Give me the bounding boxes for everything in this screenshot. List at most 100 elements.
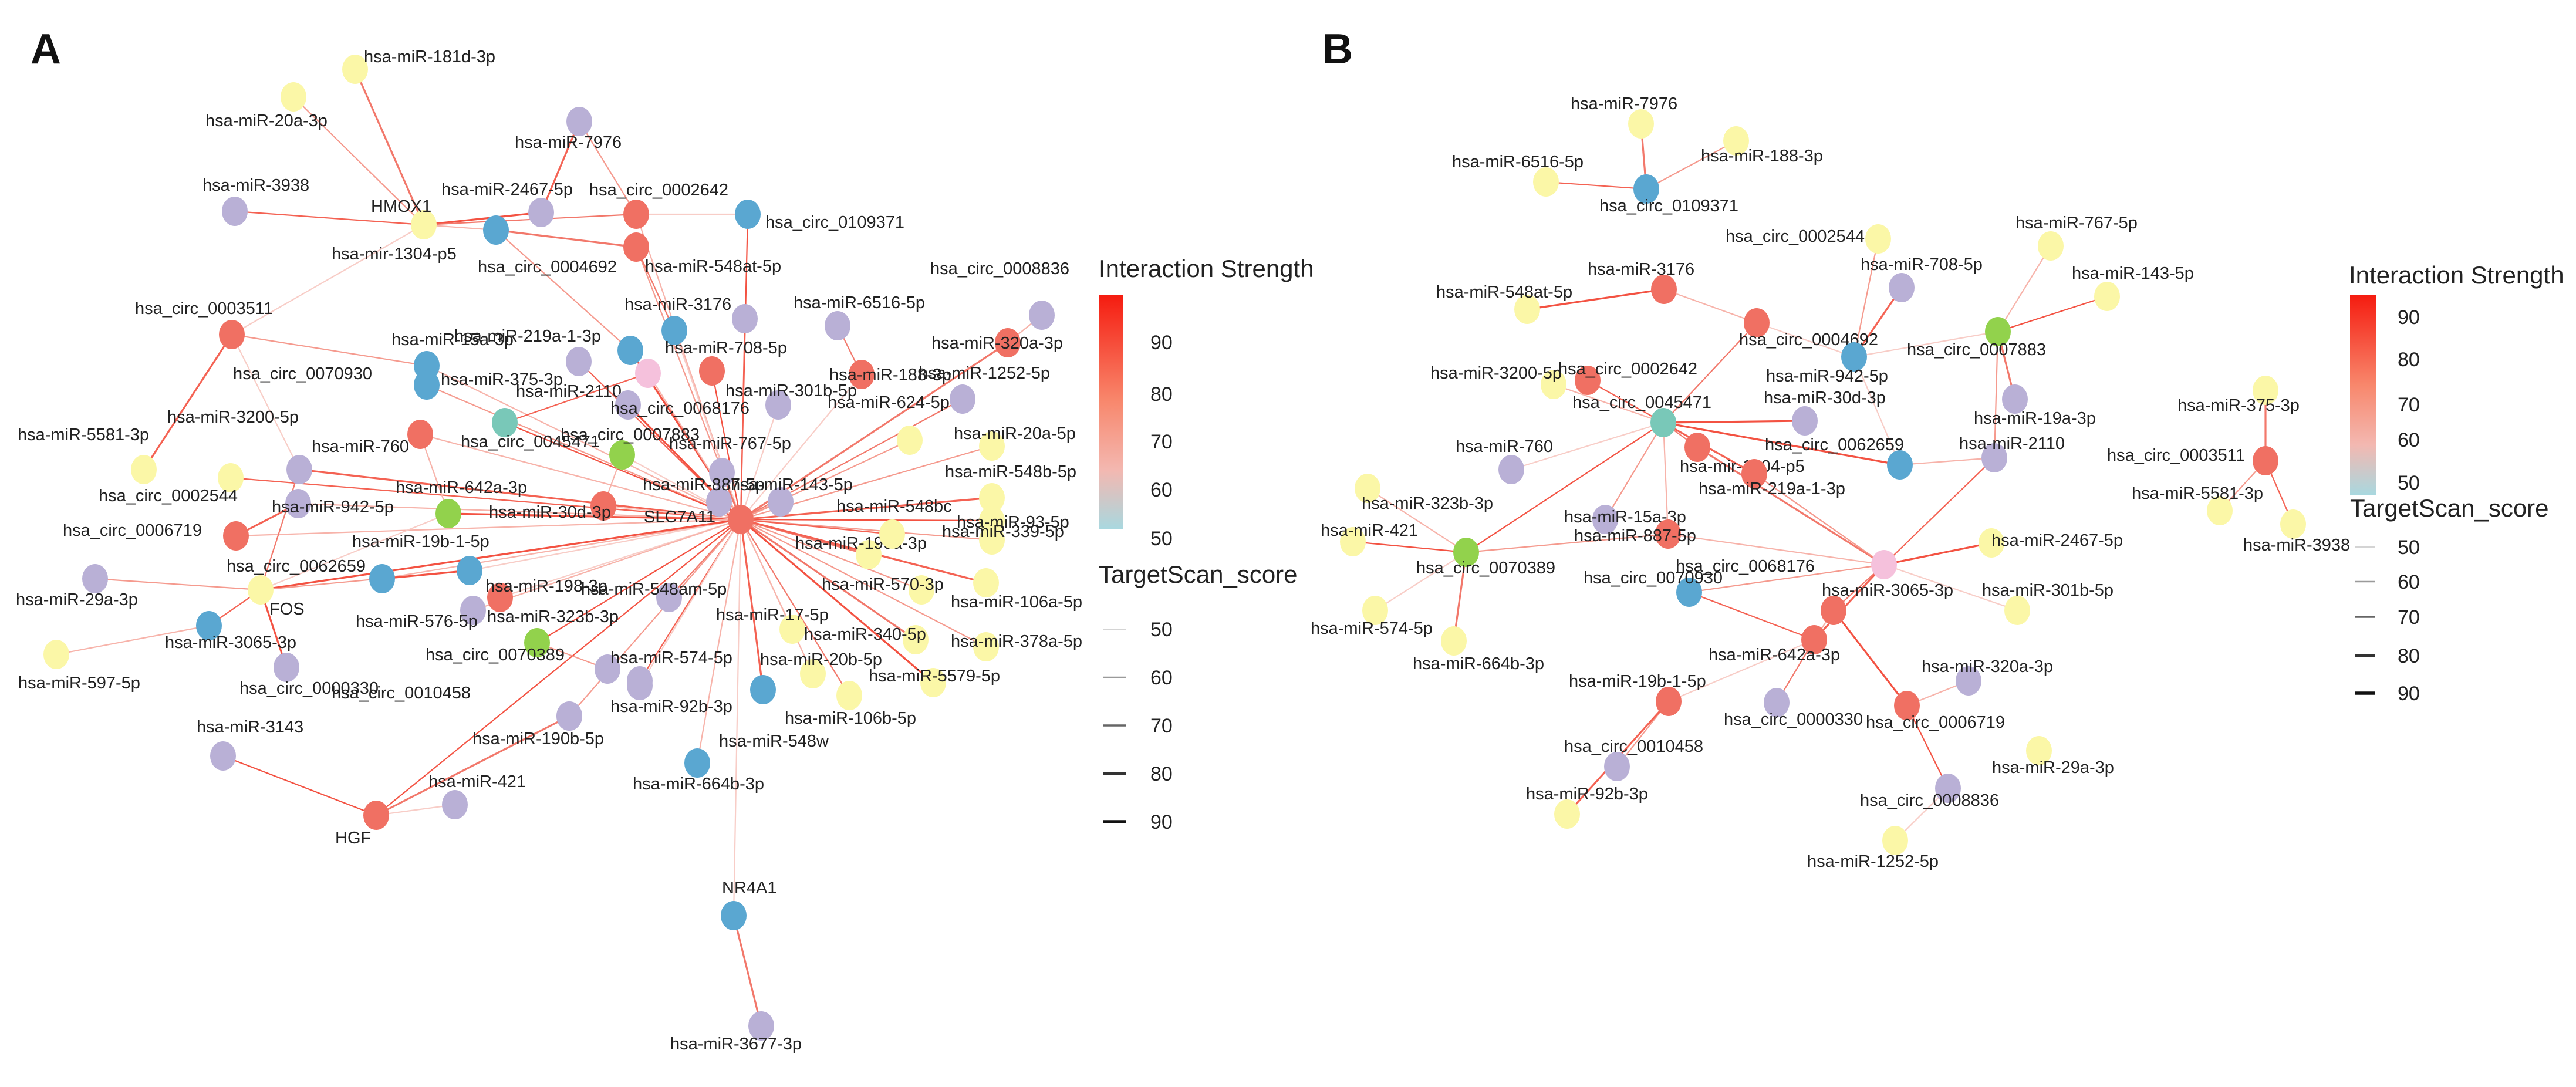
network-node: hsa-miR-20a-5p bbox=[954, 424, 1076, 461]
node-marker bbox=[979, 431, 1005, 461]
node-label: hsa-miR-6516-5p bbox=[1452, 153, 1584, 171]
network-node: hsa-miR-181d-3p bbox=[342, 48, 495, 84]
network-node: hsa-miR-188-3p bbox=[829, 360, 951, 389]
node-label: hsa-miR-708-5p bbox=[665, 339, 787, 357]
node-label: hsa-miR-143-5p bbox=[2072, 264, 2194, 283]
node-label: hsa-miR-3677-3p bbox=[670, 1035, 802, 1054]
network-edge bbox=[1605, 422, 1664, 520]
legend-b-width-tick: 60 bbox=[2398, 571, 2420, 593]
node-marker bbox=[973, 568, 999, 597]
node-label: hsa-miR-20a-5p bbox=[954, 424, 1076, 443]
network-node: hsa-miR-375-3p bbox=[441, 347, 592, 389]
node-label: hsa-miR-190b-5p bbox=[472, 730, 604, 748]
network-edge bbox=[504, 421, 741, 521]
node-label: hsa-miR-760 bbox=[312, 437, 409, 456]
legend-b-width-tick: 90 bbox=[2398, 683, 2420, 705]
node-marker bbox=[1889, 273, 1915, 302]
panel-letter-a: A bbox=[31, 26, 61, 73]
node-label: hsa_circ_0045471 bbox=[461, 433, 600, 451]
node-marker bbox=[1453, 538, 1479, 567]
network-node: hsa_circ_0045471 bbox=[461, 408, 600, 451]
network-edge bbox=[293, 96, 424, 225]
node-label: hsa-miR-642a-3p bbox=[396, 478, 527, 497]
node-label: hsa-miR-3143 bbox=[197, 718, 303, 737]
node-marker bbox=[615, 390, 641, 420]
node-marker bbox=[457, 556, 482, 585]
network-node: hsa_circ_0008836 bbox=[1860, 774, 1999, 810]
legend-a-width-tick: 60 bbox=[1150, 667, 1173, 689]
legend-b-gradient-tick: 70 bbox=[2398, 394, 2420, 416]
network-node: hsa-miR-29a-3p bbox=[16, 564, 138, 609]
node-marker bbox=[1894, 691, 1920, 720]
legend-a-gradient-bar bbox=[1099, 295, 1123, 529]
node-marker bbox=[369, 564, 395, 593]
network-edge bbox=[143, 334, 233, 470]
network-edge bbox=[740, 519, 764, 690]
network-edge bbox=[1689, 591, 1815, 641]
network-node: hsa-miR-340-5p bbox=[804, 625, 929, 654]
node-marker bbox=[219, 320, 245, 349]
node-marker bbox=[285, 489, 311, 518]
network-node: hsa-miR-548bc bbox=[836, 497, 952, 549]
node-marker bbox=[1821, 596, 1846, 625]
network-node: hsa-miR-3200-5p bbox=[167, 408, 312, 484]
network-edge bbox=[536, 519, 741, 643]
network-edge bbox=[1906, 705, 1949, 789]
network-node: hsa-miR-942-5p bbox=[272, 489, 394, 518]
network-edge bbox=[1375, 552, 1467, 611]
network-edge bbox=[230, 477, 741, 521]
node-marker bbox=[617, 336, 643, 365]
network-edge bbox=[1662, 422, 1669, 535]
network-node: hsa-miR-2467-5p bbox=[1979, 528, 2123, 558]
node-label: hsa_circ_0045471 bbox=[1572, 393, 1711, 412]
node-marker bbox=[1514, 295, 1540, 324]
network-node: hsa-miR-92b-3p bbox=[1526, 785, 1648, 829]
node-label: hsa-miR-548am-5p bbox=[581, 580, 727, 599]
node-label: hsa-miR-421 bbox=[1321, 521, 1418, 540]
node-marker bbox=[248, 575, 274, 605]
network-node: hsa_circ_0109371 bbox=[1599, 174, 1738, 215]
node-label: hsa-miR-2110 bbox=[516, 382, 622, 401]
network-edge bbox=[732, 519, 742, 916]
node-label: hsa_circ_0002642 bbox=[589, 181, 728, 200]
node-label: hsa_circ_0004692 bbox=[478, 258, 617, 276]
network-edge bbox=[1697, 446, 1885, 566]
node-label: hsa-miR-6516-5p bbox=[794, 293, 925, 312]
node-marker bbox=[1981, 443, 2007, 472]
network-edge bbox=[740, 404, 779, 520]
node-marker bbox=[1871, 550, 1897, 579]
node-marker bbox=[342, 55, 368, 84]
node-label: hsa_circ_0006719 bbox=[1866, 713, 2005, 732]
node-label: hsa-miR-375-3p bbox=[2177, 396, 2300, 415]
node-label: hsa_circ_0068176 bbox=[610, 399, 749, 418]
node-label: hsa_circ_0010458 bbox=[1564, 737, 1703, 756]
node-marker bbox=[414, 370, 440, 400]
node-label: hsa-miR-106a-5p bbox=[951, 593, 1082, 612]
network-edge bbox=[376, 715, 570, 816]
node-marker bbox=[909, 575, 934, 605]
node-marker bbox=[1744, 308, 1770, 337]
network-edge bbox=[740, 518, 922, 591]
node-marker bbox=[556, 701, 582, 731]
node-marker bbox=[1651, 275, 1677, 304]
network-node: hsa_circ_0004692 bbox=[1739, 308, 1878, 349]
node-label: hsa-mir-1304-p5 bbox=[332, 245, 457, 264]
node-label: hsa_circ_0062659 bbox=[1765, 436, 1904, 454]
node-label: hsa-miR-1252-5p bbox=[919, 364, 1050, 383]
node-label: hsa_circ_0008836 bbox=[1860, 791, 1999, 810]
node-label: HMOX1 bbox=[371, 197, 431, 216]
node-label: hsa-miR-93-5p bbox=[957, 513, 1069, 532]
network-node: hsa_circ_0004692 bbox=[478, 232, 649, 276]
network-node: hsa-miR-642a-3p bbox=[396, 478, 527, 528]
node-marker bbox=[748, 1011, 774, 1041]
network-node: hsa-miR-3176 bbox=[624, 295, 731, 345]
node-label: hsa-miR-664b-3p bbox=[633, 775, 764, 794]
network-node: hsa-miR-5581-3p bbox=[18, 426, 157, 484]
node-marker bbox=[750, 675, 776, 704]
node-marker bbox=[1592, 505, 1618, 534]
network-node: hsa-miR-375-3p bbox=[2177, 376, 2300, 415]
network-edge bbox=[740, 519, 813, 674]
node-label: hsa-miR-19a-3p bbox=[1974, 409, 2096, 428]
network-node: hsa-miR-198-3p bbox=[485, 577, 607, 612]
network-node: hsa-miR-93-5p bbox=[957, 506, 1069, 535]
